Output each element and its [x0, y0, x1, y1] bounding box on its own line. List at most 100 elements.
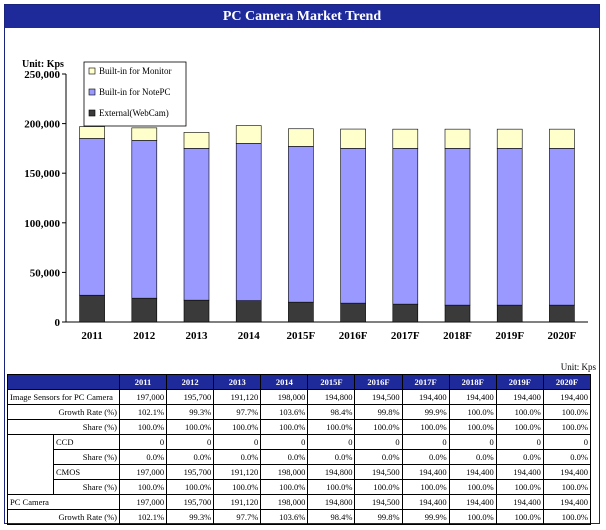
table-cell: 194,800: [307, 494, 356, 510]
bar-segment: [549, 148, 575, 306]
table-cell: 0: [260, 434, 309, 450]
year-header: 2015F: [307, 374, 356, 390]
table-unit-label: Unit: Kps: [560, 362, 596, 372]
bar-segment: [444, 128, 471, 149]
table-cell: 100.0%: [495, 479, 544, 495]
indent-cell: [7, 479, 54, 495]
table-row: Share (%) 100.0% 100.0% 100.0% 100.0% 100.0% 1…: [7, 419, 592, 435]
table-cell: 194,400: [401, 494, 450, 510]
table-cell: 103.6%: [260, 509, 309, 525]
bar-segment: [496, 304, 523, 323]
table-row: Growth Rate (%) 102.1% 99.3% 97.7% 103.6% 98.…: [7, 404, 592, 420]
table-cell: 0.0%: [401, 449, 450, 465]
table-cell: 100.0%: [166, 419, 215, 435]
table-cell: 0.0%: [213, 449, 262, 465]
legend-label: Built-in for NotePC: [99, 87, 171, 97]
table-cell: 194,400: [542, 464, 592, 480]
table-cell: 197,000: [118, 389, 168, 405]
table-row: Image Sensors for PC Camera 197,000 195,70…: [7, 389, 592, 405]
legend-swatch: [88, 109, 96, 117]
table-cell: 98.4%: [307, 404, 356, 420]
x-tick-label: 2017F: [391, 330, 420, 342]
table-cell: 194,400: [495, 389, 544, 405]
table-cell: 0: [354, 434, 403, 450]
x-tick-label: 2015F: [287, 330, 316, 342]
bar-segment: [79, 294, 105, 323]
table-cell: 0: [166, 434, 215, 450]
x-tick-label: 2019F: [495, 330, 524, 342]
table-cell: 195,700: [166, 389, 215, 405]
bar-segment: [235, 300, 262, 323]
year-header: 2019F: [495, 374, 544, 390]
x-tick-label: 2012: [133, 330, 156, 342]
y-tick-label: 150,000: [24, 168, 60, 180]
bar-segment: [183, 148, 210, 301]
bar-segment: [444, 148, 471, 306]
bar-segment: [79, 126, 105, 139]
table-cell: 194,400: [401, 464, 450, 480]
table-cell: 100.0%: [307, 419, 356, 435]
table-cell: 194,400: [448, 494, 497, 510]
table-cell: 0.0%: [166, 449, 215, 465]
y-tick-label: 0: [55, 317, 61, 329]
chart-unit-label: Unit: Kps: [22, 59, 64, 70]
table-cell: 103.6%: [260, 404, 309, 420]
stacked-bar-chart: Unit: Kps 0 50,000 100,000 150,000 200,000 250…: [22, 59, 588, 342]
table-cell: 0: [307, 434, 356, 450]
table-cell: 194,800: [307, 464, 356, 480]
table-cell: 191,120: [213, 464, 262, 480]
table-cell: 100.0%: [401, 419, 450, 435]
table-cell: 99.9%: [401, 509, 450, 525]
table-cell: 194,500: [354, 389, 403, 405]
table-cell: 100.0%: [118, 419, 168, 435]
bar-segment: [392, 128, 419, 149]
table-cell: 100.0%: [354, 419, 403, 435]
indent-cell: [7, 449, 54, 465]
bar-segment: [392, 148, 419, 305]
table-cell: 100.0%: [213, 479, 262, 495]
bar-segment: [549, 304, 575, 323]
table-cell: 100.0%: [495, 419, 544, 435]
bar-segment: [235, 143, 262, 301]
legend-label: External(WebCam): [99, 108, 169, 118]
table-cell: 194,400: [401, 389, 450, 405]
table-cell: 100.0%: [307, 479, 356, 495]
table-cell: 0: [495, 434, 544, 450]
bar-segment: [183, 132, 210, 149]
table-row: CCD 0 0 0 0 0 0 0 0 0 0: [7, 434, 592, 450]
table-cell: 0: [118, 434, 168, 450]
table-row: CMOS 197,000 195,700 191,120 198,000 194,800 1…: [7, 464, 592, 480]
table-cell: 0.0%: [542, 449, 592, 465]
table-cell: 191,120: [213, 389, 262, 405]
table-cell: 100.0%: [542, 404, 592, 420]
table-cell: 198,000: [260, 464, 309, 480]
table-row: Growth Rate (%) 102.1% 99.3% 97.7% 103.6% 98.…: [7, 509, 592, 525]
row-label: Share (%): [53, 449, 120, 465]
row-label: Share (%): [7, 419, 120, 435]
table-cell: 100.0%: [401, 479, 450, 495]
bar-segment: [444, 304, 471, 323]
table-cell: 0: [401, 434, 450, 450]
table-cell: 194,500: [354, 464, 403, 480]
table-cell: 198,000: [260, 389, 309, 405]
year-header: 2014: [260, 374, 309, 390]
x-tick-label: 2018F: [443, 330, 472, 342]
table-cell: 100.0%: [542, 419, 592, 435]
year-header: 2012: [166, 374, 215, 390]
year-header: 2011: [118, 374, 168, 390]
row-label: CCD: [53, 434, 120, 450]
table-cell: 100.0%: [354, 479, 403, 495]
table-cell: 100.0%: [448, 419, 497, 435]
bar-segment: [131, 140, 158, 299]
bar-segment: [131, 127, 158, 141]
table-cell: 100.0%: [542, 479, 592, 495]
table-cell: 100.0%: [166, 479, 215, 495]
x-tick-label: 2014: [238, 330, 261, 342]
table-cell: 195,700: [166, 464, 215, 480]
header-blank: [7, 374, 120, 390]
table-cell: 0.0%: [495, 449, 544, 465]
data-table: 2011 2012 2013 2014 2015F 2016F 2017F 2018F 2019…: [7, 374, 592, 525]
table-cell: 194,400: [542, 494, 592, 510]
bar-segment: [549, 128, 575, 149]
year-header: 2020F: [542, 374, 592, 390]
